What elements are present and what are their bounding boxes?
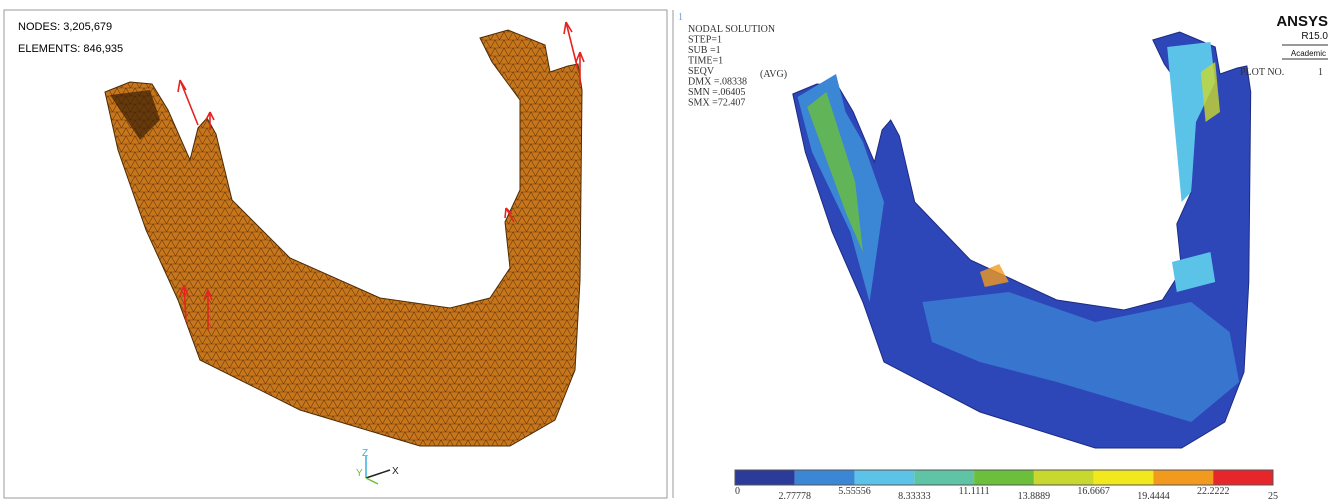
- colorbar-label: 13.8889: [1018, 491, 1051, 499]
- avg-label: (AVG): [760, 69, 787, 80]
- header-line: STEP=1: [688, 35, 722, 46]
- axis-label: X: [392, 466, 399, 477]
- colorbar-segment: [735, 470, 795, 485]
- force-arrows: [177, 21, 585, 330]
- axis-triad: Z Y X: [356, 448, 399, 485]
- window-number: 1: [678, 12, 683, 23]
- header-line: SMX =72.407: [688, 98, 745, 109]
- header-line: TIME=1: [688, 56, 723, 67]
- stress-model: [792, 31, 1252, 449]
- brand: ANSYS: [1276, 13, 1328, 30]
- colorbar-segment: [1033, 470, 1094, 485]
- colorbar-label: 0: [735, 486, 740, 497]
- plot-number: 1: [1318, 67, 1323, 78]
- element-count: ELEMENTS: 846,935: [18, 43, 123, 55]
- colorbar-label: 11.1111: [959, 486, 990, 497]
- colorbar-label: 5.55556: [838, 486, 871, 497]
- release: R15.0: [1301, 31, 1328, 42]
- colorbar-segment: [974, 470, 1034, 485]
- header-line: SMN =.06405: [688, 87, 745, 98]
- node-count: NODES: 3,205,679: [18, 21, 112, 33]
- colorbar-frame: [734, 469, 1274, 486]
- colorbar-label: 2.77778: [779, 491, 812, 499]
- plot-label: PLOT NO.: [1240, 67, 1284, 78]
- colorbar-segment: [914, 470, 975, 485]
- header-line: NODAL SOLUTION: [688, 24, 775, 35]
- colorbar-segment: [1213, 470, 1273, 485]
- header-line: DMX =.08338: [688, 77, 747, 88]
- colorbar: 0 2.77778 5.55556 8.33333 11.1111 13.8889 16.6…: [734, 469, 1278, 499]
- colorbar-label: 8.33333: [898, 491, 931, 499]
- colorbar-segment: [854, 470, 915, 485]
- colorbar-segment: [1153, 470, 1214, 485]
- colorbar-segment: [794, 470, 855, 485]
- edition: Academic: [1291, 49, 1326, 58]
- header-line: SEQV: [688, 66, 715, 77]
- axis-label: Y: [356, 468, 363, 479]
- header-line: SUB =1: [688, 45, 721, 56]
- colorbar-label: 22.2222: [1197, 486, 1230, 497]
- colorbar-label: 25: [1268, 491, 1278, 499]
- colorbar-segment: [1093, 470, 1154, 485]
- colorbar-label: 19.4444: [1137, 491, 1170, 499]
- axis-label: Z: [362, 448, 368, 459]
- colorbar-label: 16.6667: [1077, 486, 1110, 497]
